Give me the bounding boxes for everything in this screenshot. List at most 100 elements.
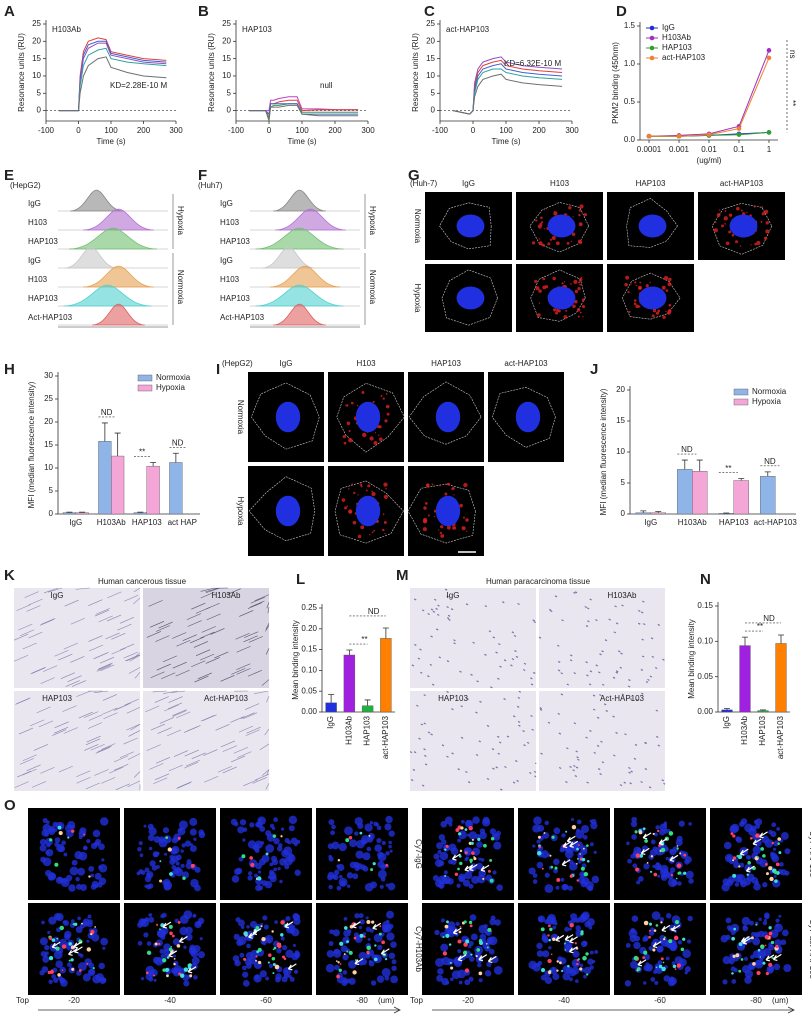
tissue-texture <box>569 654 573 657</box>
blue-signal <box>671 961 676 966</box>
blue-signal <box>60 979 68 987</box>
blue-signal <box>338 874 343 879</box>
red-signal <box>576 308 581 312</box>
tissue-texture <box>243 635 258 643</box>
tissue-texture <box>65 680 80 687</box>
tissue-texture <box>13 633 29 641</box>
blue-signal <box>659 917 665 922</box>
blue-signal <box>247 871 253 876</box>
red-signal <box>561 282 564 285</box>
blue-signal <box>344 826 353 836</box>
signal <box>146 950 152 955</box>
cell-line: (Huh7) <box>198 181 223 190</box>
tissue-texture <box>217 765 232 773</box>
blue-signal <box>68 884 76 892</box>
panel-letter: E <box>4 167 14 184</box>
blue-signal <box>328 854 333 859</box>
tissue-texture <box>109 766 124 774</box>
blue-signal <box>239 819 247 826</box>
blue-signal <box>553 858 560 866</box>
tissue-texture <box>200 587 215 592</box>
blue-signal <box>264 880 273 889</box>
blue-signal <box>663 828 669 834</box>
annotation: ** <box>757 622 763 631</box>
arrow <box>468 863 478 872</box>
red-signal <box>446 525 451 530</box>
signal <box>458 854 462 858</box>
blue-signal <box>90 873 95 878</box>
tissue-texture <box>431 683 435 686</box>
blue-signal <box>471 875 480 884</box>
blue-signal <box>45 848 54 857</box>
blue-signal <box>544 919 550 925</box>
blue-signal <box>468 944 472 949</box>
signal <box>750 836 753 840</box>
arrow <box>351 921 361 929</box>
signal <box>653 872 658 877</box>
blue-signal <box>365 916 369 920</box>
y-axis-label: Resonance units (RU) <box>411 33 420 112</box>
signal <box>660 847 666 853</box>
red-signal <box>556 308 560 313</box>
blue-signal <box>492 870 497 875</box>
red-signal <box>633 302 637 306</box>
blue-signal <box>627 858 632 864</box>
signal <box>757 856 760 859</box>
red-signal <box>662 315 666 319</box>
signal <box>760 847 765 851</box>
red-signal <box>724 210 727 212</box>
blue-signal <box>373 933 383 943</box>
blue-signal <box>140 870 146 876</box>
tissue-texture <box>413 751 417 754</box>
signal <box>373 957 378 962</box>
tissue-texture <box>601 650 604 653</box>
red-signal <box>346 505 348 507</box>
blue-signal <box>583 974 587 979</box>
signal <box>153 974 156 977</box>
tissue-texture <box>436 613 440 616</box>
tissue-texture <box>266 769 270 776</box>
blue-signal <box>638 876 644 882</box>
tissue-texture <box>153 777 168 784</box>
arrow <box>637 959 647 967</box>
signal <box>730 832 734 836</box>
signal <box>339 963 342 965</box>
blue-signal <box>568 927 572 931</box>
blue-signal <box>658 939 664 945</box>
blue-signal <box>594 949 599 954</box>
y-tick-label: 0.05 <box>301 686 317 695</box>
blue-signal <box>390 975 398 984</box>
red-signal <box>346 421 351 426</box>
row-label: HAP103 <box>220 294 250 303</box>
tissue-texture <box>599 653 602 656</box>
signal <box>771 841 774 845</box>
tissue-texture <box>101 743 116 750</box>
blue-signal <box>258 885 264 891</box>
tissue-texture <box>230 716 245 723</box>
tissue-texture <box>427 612 430 616</box>
blue-signal <box>631 915 639 923</box>
signal <box>49 970 54 974</box>
depth-label: -20 <box>462 996 474 1005</box>
blue-signal <box>648 946 654 951</box>
cell-line: (HepG2) <box>222 359 253 368</box>
tissue-texture <box>506 735 510 738</box>
tissue-texture <box>566 747 569 750</box>
signal <box>346 940 349 944</box>
signal <box>165 967 170 972</box>
blue-signal <box>537 960 543 966</box>
tissue-texture <box>448 618 451 621</box>
signal <box>755 923 758 926</box>
signal <box>576 962 579 966</box>
y-axis-label: MFI (median fluorescence intensity) <box>599 388 608 515</box>
tissue-texture <box>200 714 215 722</box>
blue-signal <box>532 873 538 878</box>
blue-signal <box>472 816 480 824</box>
signal <box>449 961 452 964</box>
tissue-texture <box>599 694 602 697</box>
x-tick-label: 200 <box>137 126 151 135</box>
signal <box>658 964 663 969</box>
signal <box>536 850 542 856</box>
red-signal <box>665 289 669 292</box>
blue-signal <box>489 828 497 835</box>
